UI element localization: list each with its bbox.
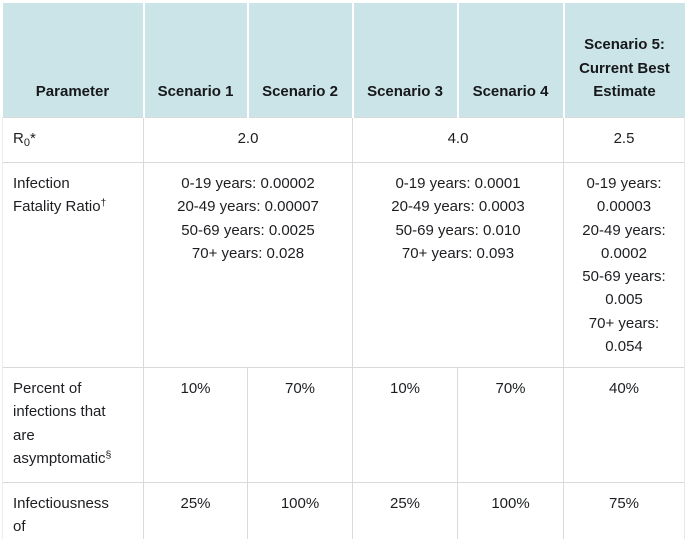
- column-header-scenario-5: Scenario 5: Current Best Estimate: [562, 3, 685, 118]
- section-footnote-mark: §: [105, 448, 112, 461]
- dagger-footnote-mark: †: [100, 197, 107, 210]
- value-cell-ifr-scenario-1-2: 0-19 years: 0.00002 20-49 years: 0.00007…: [143, 162, 353, 368]
- r0-base-text: R: [13, 130, 24, 147]
- table-row-percent-asymptomatic: Percent of infections that are asymptoma…: [2, 367, 685, 483]
- value-cell-infectious-scenario-3: 25%: [352, 482, 458, 539]
- table-row-r0: R0* 2.0 4.0 2.5: [2, 117, 685, 163]
- infectiousness-base-text: Infectiousness of asymptomatic: [13, 495, 109, 536]
- column-header-scenario-4: Scenario 4: [456, 3, 564, 118]
- ifr-base-text: Infection Fatality Ratio: [13, 175, 101, 216]
- value-cell-asym-scenario-5: 40%: [563, 367, 685, 483]
- value-cell-asym-scenario-3: 10%: [352, 367, 458, 483]
- table-row-infectiousness-asymptomatic: Infectiousness of asymptomatic 25% 100% …: [2, 482, 685, 539]
- value-cell-ifr-scenario-3-4: 0-19 years: 0.0001 20-49 years: 0.0003 5…: [352, 162, 564, 368]
- r0-subscript: 0: [23, 137, 30, 149]
- value-cell-r0-scenario-5: 2.5: [563, 117, 685, 163]
- value-cell-infectious-scenario-5: 75%: [563, 482, 685, 539]
- value-cell-r0-scenario-3-4: 4.0: [352, 117, 564, 163]
- column-header-parameter: Parameter: [2, 3, 144, 118]
- percent-asymptomatic-base-text: Percent of infections that are asymptoma…: [13, 380, 106, 467]
- param-label-infectiousness-asymptomatic: Infectiousness of asymptomatic: [2, 482, 144, 539]
- value-cell-infectious-scenario-4: 100%: [457, 482, 564, 539]
- r0-asterisk: *: [29, 130, 36, 147]
- param-label-infection-fatality-ratio: Infection Fatality Ratio†: [2, 162, 144, 368]
- value-cell-infectious-scenario-2: 100%: [247, 482, 353, 539]
- column-header-scenario-1: Scenario 1: [142, 3, 248, 118]
- value-cell-asym-scenario-4: 70%: [457, 367, 564, 483]
- value-cell-ifr-scenario-5: 0-19 years: 0.00003 20-49 years: 0.0002 …: [563, 162, 685, 368]
- table-row-infection-fatality-ratio: Infection Fatality Ratio† 0-19 years: 0.…: [2, 162, 685, 368]
- value-cell-infectious-scenario-1: 25%: [143, 482, 248, 539]
- value-cell-r0-scenario-1-2: 2.0: [143, 117, 353, 163]
- param-label-r0: R0*: [2, 117, 144, 163]
- table-header-row: Parameter Scenario 1 Scenario 2 Scenario…: [2, 3, 685, 118]
- column-header-scenario-2: Scenario 2: [246, 3, 353, 118]
- param-label-percent-asymptomatic: Percent of infections that are asymptoma…: [2, 367, 144, 483]
- column-header-scenario-3: Scenario 3: [351, 3, 458, 118]
- value-cell-asym-scenario-2: 70%: [247, 367, 353, 483]
- value-cell-asym-scenario-1: 10%: [143, 367, 248, 483]
- pandemic-scenarios-table: Parameter Scenario 1 Scenario 2 Scenario…: [2, 3, 685, 539]
